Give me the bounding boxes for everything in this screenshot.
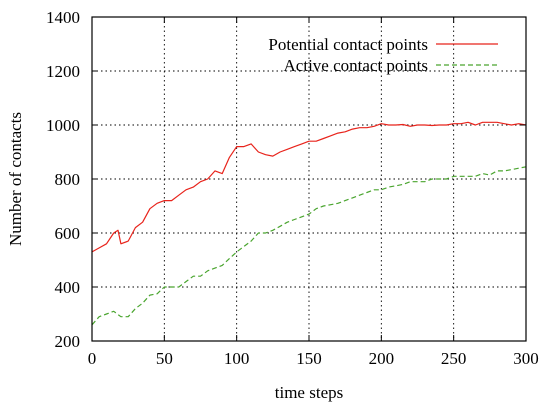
axis-ticks <box>91 16 527 342</box>
x-tick-label: 300 <box>513 349 539 368</box>
x-tick-label: 100 <box>224 349 250 368</box>
y-tick-label: 800 <box>55 170 81 189</box>
y-tick-label: 600 <box>55 224 81 243</box>
x-tick-label: 250 <box>441 349 467 368</box>
x-tick-label: 50 <box>156 349 173 368</box>
series-lines <box>91 121 527 326</box>
legend: Potential contact points Active contact … <box>268 35 498 75</box>
x-axis-label: time steps <box>275 383 343 402</box>
y-tick-label: 400 <box>55 278 81 297</box>
series-line-potential <box>91 121 527 253</box>
x-tick-label: 0 <box>88 349 97 368</box>
x-tick-label: 150 <box>296 349 322 368</box>
axis-tick-labels: 0 50 100 150 200 250 300 200 400 600 800 1000 1200 14… <box>46 8 539 368</box>
legend-label-potential: Potential contact points <box>268 35 428 54</box>
y-tick-label: 200 <box>55 332 81 351</box>
series-line-active <box>91 166 527 326</box>
y-tick-label: 1200 <box>46 62 80 81</box>
legend-label-active: Active contact points <box>284 56 428 75</box>
y-axis-label: Number of contacts <box>6 112 25 246</box>
x-tick-label: 200 <box>369 349 395 368</box>
y-tick-label: 1000 <box>46 116 80 135</box>
y-tick-label: 1400 <box>46 8 80 27</box>
